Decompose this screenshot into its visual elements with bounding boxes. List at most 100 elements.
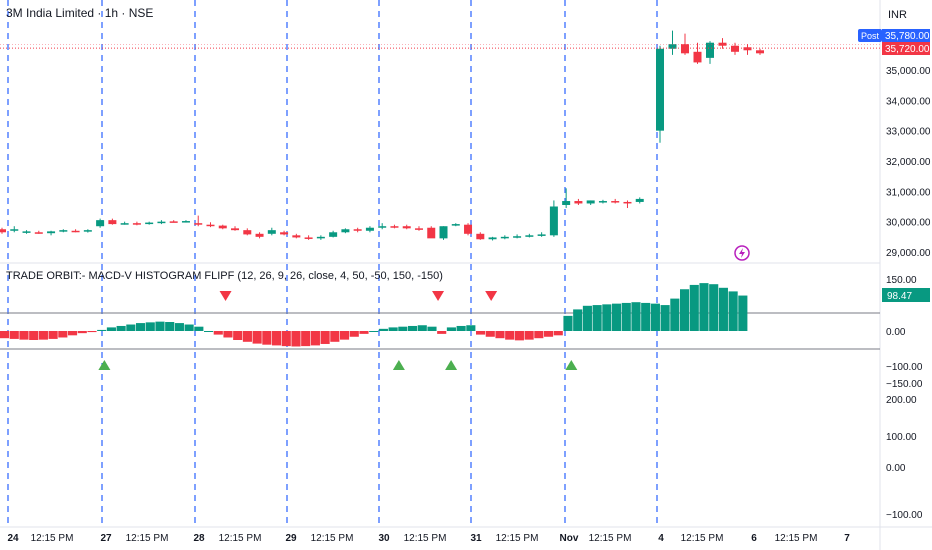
candle-body [525,235,534,237]
candle-body [231,228,240,231]
sell-signal [219,291,232,301]
time-tick-label: 12:15 PM [126,533,169,544]
histogram-bar [534,331,544,339]
time-tick-label: 7 [844,533,850,544]
candle-body [194,223,203,225]
candle-body [598,201,607,203]
histogram-bar [29,331,39,340]
price-tick-label: 35,000.00 [886,66,931,77]
histogram-bar [650,303,660,331]
histogram-bar [310,331,320,346]
price-tick-label: 31,000.00 [886,187,931,198]
histogram-bar [689,284,699,331]
candle-body [549,206,558,236]
histogram-bar [174,323,184,331]
indicator-title: TRADE ORBIT:- MACD-V HISTOGRAM FLIPF (12… [6,270,443,282]
candle-body [464,224,473,234]
histogram-bar [165,322,175,331]
time-tick-label: 12:15 PM [589,533,632,544]
histogram-bar [466,325,476,331]
histogram-bar [446,327,456,331]
candle-body [169,221,178,223]
indicator-tick-label: 0.00 [886,327,906,338]
histogram-bar [330,331,340,342]
candle-body [34,232,43,234]
indicator-tick-label: −100.00 [886,362,923,373]
time-tick-label: 12:15 PM [404,533,447,544]
chart-title: 3M India Limited · 1h · NSE [6,6,154,20]
price-tick-label: 33,000.00 [886,127,931,138]
candle-body [402,226,411,229]
candle-body [206,224,215,227]
histogram-bar [194,326,204,331]
candle-body [292,235,301,238]
candle-body [71,230,80,233]
histogram-bar [699,283,709,331]
candle-body [157,221,166,224]
time-tick-label: 24 [7,533,19,544]
histogram-bar [116,325,126,331]
candle-body [488,237,497,240]
histogram-bar [262,331,272,345]
lower-tick-label: −100.00 [886,510,923,521]
time-tick-label: 12:15 PM [31,533,74,544]
histogram-bar [19,331,29,340]
histogram-bar [204,331,214,332]
candle-body [390,226,399,228]
histogram-bar [359,331,369,334]
candle-body [120,223,129,225]
histogram-bar [242,331,252,342]
time-tick-label: 6 [751,533,757,544]
histogram-bar [184,324,194,331]
sell-signal [485,291,498,301]
candle-body [267,230,276,234]
candle-body [280,232,289,235]
time-tick-label: 30 [378,533,390,544]
time-tick-label: 12:15 PM [496,533,539,544]
candle-body [693,51,702,63]
candle-body [451,224,460,226]
histogram-bar [369,331,379,332]
histogram-bar [68,331,78,336]
histogram-bar [670,298,680,331]
histogram-bar [728,291,738,331]
histogram-bar [213,331,223,335]
post-value-tag [882,29,930,42]
post-value-label: 35,780.00 [885,31,930,42]
candle-body [635,198,644,202]
histogram-bar [126,324,136,331]
time-tick-label: Nov [560,533,579,544]
candle-body [718,42,727,46]
candle-body [353,229,362,231]
candle-body [706,42,714,58]
histogram-bar [272,331,282,346]
candle-body [574,201,583,204]
histogram-bar [437,331,447,334]
lower-tick-label: 0.00 [886,463,906,474]
histogram-bar [48,331,58,339]
price-tick-label: 34,000.00 [886,96,931,107]
candle-body [668,44,677,49]
histogram-bar [58,331,68,338]
histogram-bar [301,331,311,347]
time-tick-label: 12:15 PM [219,533,262,544]
candle-body [316,236,325,239]
time-tick-label: 28 [193,533,205,544]
histogram-bar [0,331,10,339]
post-tag-label: Post [861,31,880,41]
histogram-bar [514,331,524,341]
currency-label: INR [888,9,907,21]
time-tick-label: 31 [470,533,482,544]
time-tick-label: 27 [100,533,112,544]
candle-body [500,236,509,239]
candle-body [255,233,264,237]
histogram-bar [660,305,670,331]
candle-body [414,228,423,230]
lightning-icon [734,245,750,261]
histogram-bar [378,328,388,331]
sell-signal [432,291,445,301]
histogram-bar [612,303,622,331]
histogram-bar [349,331,359,337]
price-tick-label: 30,000.00 [886,218,931,229]
